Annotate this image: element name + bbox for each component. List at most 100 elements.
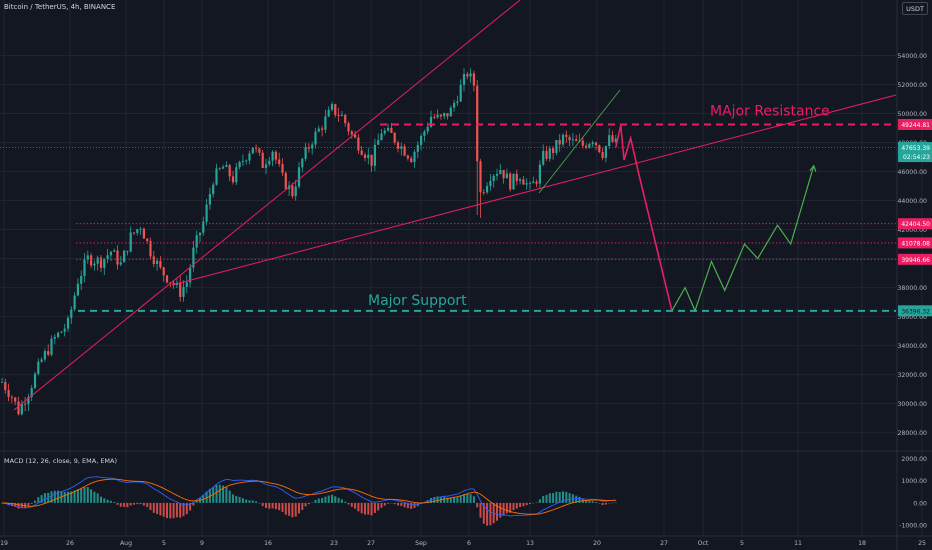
candle-body <box>37 361 40 374</box>
candle-body <box>268 160 271 165</box>
candle-body <box>264 164 268 168</box>
macd-histogram-bar <box>476 502 479 508</box>
candle-body <box>159 260 162 268</box>
candle-body <box>43 351 46 360</box>
candle-body <box>340 114 343 117</box>
candle-body <box>14 397 17 402</box>
currency-label[interactable]: USDT <box>902 2 928 15</box>
price-labels: 49244.81 42404.50 41078.08 39946.66 36396.32… <box>898 118 932 317</box>
macd-histogram-bar <box>449 497 452 503</box>
candle-body <box>20 403 23 415</box>
time-tick-label: 16 <box>264 540 272 547</box>
drawing-overlays: MAjor Resistance Major Support <box>0 0 897 411</box>
candle-body <box>162 267 165 276</box>
macd-histogram-bar <box>555 491 558 503</box>
candle-body <box>235 167 238 183</box>
candle-body <box>393 132 396 143</box>
macd-title: MACD (12, 26, close, 9, EMA, EMA) <box>4 457 118 465</box>
candle-body <box>245 160 248 162</box>
candle-body <box>86 255 89 260</box>
price-tick-label: 30000.00 <box>897 401 927 408</box>
macd-histogram-bar <box>331 494 333 503</box>
candle-body <box>548 148 551 159</box>
macd-histogram-bar <box>146 502 149 508</box>
macd-histogram-bar <box>73 490 76 503</box>
macd-histogram-bar <box>235 495 238 503</box>
macd-histogram-bar <box>133 502 135 505</box>
macd-histogram-bar <box>83 487 86 503</box>
macd-histogram-bar <box>179 502 182 518</box>
candle-body <box>396 142 400 149</box>
candle-body <box>33 373 37 389</box>
price-tick-label: 44000.00 <box>897 198 927 205</box>
macd-histogram-bar <box>604 502 607 505</box>
candle-body <box>608 135 611 147</box>
price-tick-label: 42000.00 <box>897 227 927 234</box>
macd-histogram-bar <box>373 502 376 513</box>
candle-body <box>502 169 505 179</box>
macd-tick-label: 0.00 <box>913 500 927 507</box>
time-tick-label: 6 <box>467 540 471 547</box>
projection-down-path <box>615 124 673 311</box>
macd-histogram-bar <box>251 500 254 503</box>
candle-body <box>406 155 409 159</box>
time-tick-label: 9 <box>200 540 204 547</box>
macd-histogram-bar <box>172 502 175 519</box>
macd-histogram-bar <box>304 502 307 507</box>
macd-histogram-bar <box>103 498 106 503</box>
ascending-trendline <box>13 0 521 411</box>
candle-body <box>614 138 617 142</box>
macd-histogram-bar <box>241 498 244 503</box>
candle-body <box>439 114 442 117</box>
candle-body <box>149 240 152 257</box>
macd-histogram-bar <box>274 502 277 510</box>
macd-histogram-bar <box>228 490 231 503</box>
macd-histogram-bar <box>162 502 165 517</box>
macd-histogram-bar <box>456 497 459 503</box>
time-axis[interactable]: 19 26 Aug 5 9 16 23 27 Sep 6 13 20 27 Oct 5 11 18 25 <box>0 540 926 547</box>
macd-histogram-bar <box>218 484 221 503</box>
candle-body <box>499 169 502 174</box>
support-label: Major Support <box>368 293 467 309</box>
macd-histogram-bar <box>96 493 99 503</box>
candle-body <box>294 186 297 197</box>
candle-body <box>212 184 215 195</box>
candle-body <box>47 351 50 355</box>
symbol-title: Bitcoin / TetherUS, 4h, BINANCE <box>4 3 116 11</box>
macd-histogram-bar <box>558 492 561 503</box>
candle-body <box>591 142 594 144</box>
candle-body <box>410 158 413 163</box>
macd-histogram-bar <box>129 502 132 506</box>
candle-body <box>311 144 314 149</box>
macd-histogram-bar <box>400 502 403 506</box>
macd-tick-label: -1000.00 <box>899 523 927 530</box>
candle-body <box>429 116 433 127</box>
macd-histogram-bar <box>10 502 13 507</box>
candle-body <box>96 257 99 264</box>
macd-histogram-bar <box>505 502 508 514</box>
support-price-tag: 36396.32 <box>901 308 930 315</box>
macd-histogram-bar <box>595 502 597 503</box>
candle-body <box>146 238 149 241</box>
macd-histogram-bar <box>390 502 393 504</box>
candle-body <box>482 192 485 193</box>
macd-histogram-bar <box>294 502 297 517</box>
candle-body <box>76 283 79 296</box>
candle-body <box>512 173 515 190</box>
macd-histogram-bar <box>284 502 287 515</box>
macd-histogram-bar <box>479 502 482 518</box>
macd-histogram-bar <box>238 496 241 503</box>
candle-body <box>7 390 10 398</box>
candle-body <box>598 145 601 153</box>
candle-body <box>525 183 528 185</box>
candle-body <box>453 102 456 108</box>
macd-histogram-bar <box>159 502 162 516</box>
macd-histogram-bar <box>119 502 122 507</box>
candle-body <box>192 247 195 268</box>
candle-body <box>528 183 532 184</box>
macd-histogram-bar <box>337 497 340 503</box>
macd-histogram-bar <box>314 500 317 503</box>
candle-body <box>357 137 360 151</box>
macd-tick-label: 2000.00 <box>901 456 927 463</box>
